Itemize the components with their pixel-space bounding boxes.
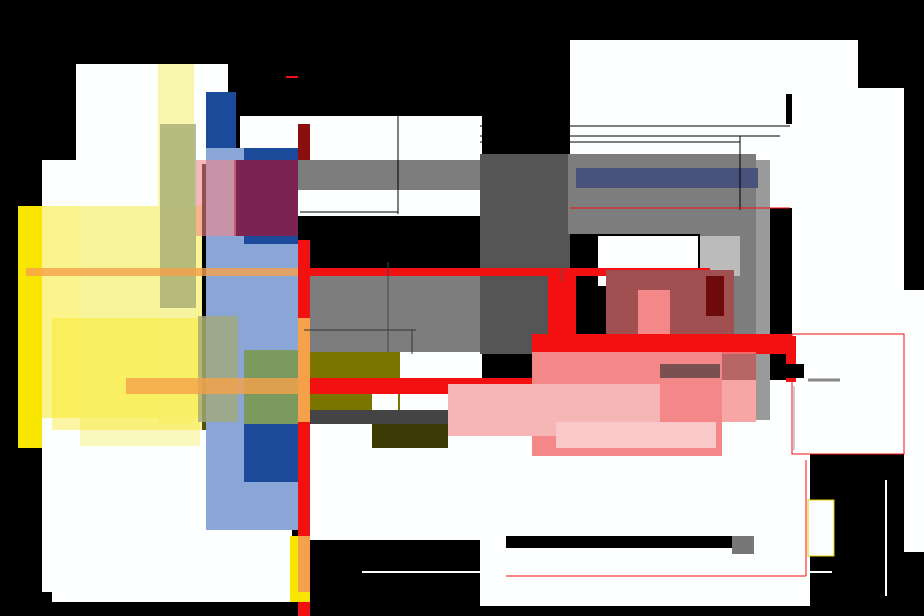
- dark-gray-strip: [310, 410, 450, 424]
- white-panel-left-top: [76, 64, 228, 164]
- gray-block-center: [310, 276, 482, 352]
- gray-column-right-2: [756, 160, 770, 420]
- yellow-foot: [290, 592, 310, 602]
- blue-column-dark: [206, 92, 236, 152]
- pink-square: [638, 290, 670, 334]
- dark-red-bar: [298, 124, 310, 160]
- black-column-right: [770, 208, 792, 338]
- maroon-block: [234, 160, 298, 236]
- olive-strip: [160, 124, 196, 308]
- black-notch-top: [786, 94, 792, 124]
- white-panel-right-edge: [790, 88, 904, 334]
- orange-bar-lower: [126, 378, 302, 394]
- white-panel-far-right: [904, 290, 924, 552]
- dark-square-red-area: [660, 364, 720, 378]
- yellow-bottom-edge: [290, 536, 298, 592]
- red-block-2: [532, 334, 792, 354]
- dark-red-square: [706, 276, 724, 316]
- gray-square-bottom: [732, 536, 754, 554]
- pale-pink-region-2: [556, 422, 716, 448]
- white-panel-bottom-right: [807, 499, 835, 557]
- orange-bar-upper: [26, 268, 298, 276]
- pink-block-left: [196, 160, 236, 236]
- red-tick-top: [286, 76, 298, 78]
- red-block-3: [786, 336, 796, 382]
- black-strip-bottom: [506, 536, 732, 548]
- gray-block-large-2: [568, 154, 708, 234]
- black-notch-right: [780, 364, 804, 378]
- red-horizontal-top: [298, 268, 710, 276]
- white-panel-right-box: [791, 333, 905, 455]
- black-tab-top: [286, 76, 298, 116]
- orange-vertical: [298, 318, 310, 422]
- navy-strip: [576, 168, 758, 188]
- blue-block-bottom: [244, 424, 298, 482]
- pink-region-2: [660, 352, 756, 422]
- orange-vertical-bottom: [298, 536, 310, 600]
- white-panel-top-right: [570, 40, 858, 96]
- yellow-bar: [18, 206, 42, 448]
- green-block-2: [198, 316, 238, 422]
